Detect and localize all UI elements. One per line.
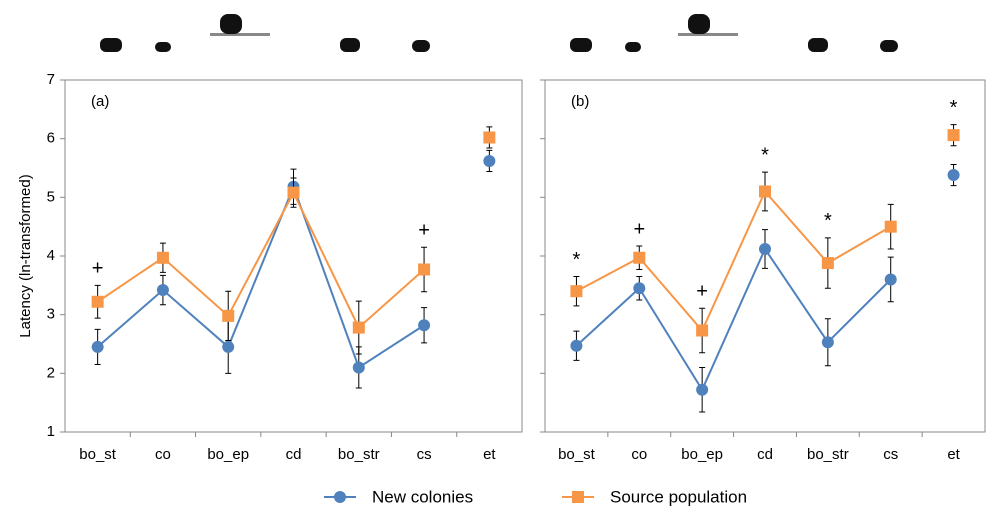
annotation: * [950,97,958,119]
chart: Latency (ln-transformed) 1 2 3 4 5 6 7 bo_st co b… [0,0,993,514]
y-tick-label: 3 [47,306,55,323]
x-tick-label: co [631,446,647,463]
icon [412,40,430,52]
y-tick-label: 4 [47,247,55,264]
y-tick-label: 6 [47,130,55,147]
icon [625,42,641,52]
marker [633,282,645,294]
y-tick-label: 7 [47,71,55,88]
icon [880,40,898,52]
plot-frame [65,80,522,432]
marker [948,169,960,181]
y-axis-label: Latency (ln-transformed) [17,174,34,337]
icon [678,33,738,36]
marker [696,325,708,337]
panel-label: (b) [571,93,589,110]
x-tick-label: cd [286,446,302,463]
icon [155,42,171,52]
marker [948,129,960,141]
marker [157,284,169,296]
annotation: * [761,144,769,166]
marker [822,257,834,269]
series-line [576,191,890,330]
annotation: + [418,219,430,241]
annotation: * [824,210,832,232]
icon [808,38,828,52]
marker [418,263,430,275]
annotation: + [92,258,104,280]
annotation: + [696,280,708,302]
marker [885,273,897,285]
x-tick-label: bo_st [79,446,117,463]
marker [483,131,495,143]
icon [220,14,242,34]
legend-marker [334,491,346,503]
series-line [98,193,424,328]
x-tick-label: bo_ep [207,446,249,463]
x-tick-label: cs [417,446,432,463]
marker [92,341,104,353]
marker [157,252,169,264]
marker [288,187,300,199]
icons [100,14,898,52]
icon [688,14,710,34]
marker [418,319,430,331]
x-tick-label: co [155,446,171,463]
marker [353,361,365,373]
marker [759,185,771,197]
x-tick-label: cs [883,446,898,463]
x-tick-label: bo_ep [681,446,723,463]
x-tick-label: et [947,446,960,463]
legend-label: Source population [610,487,747,506]
marker [483,155,495,167]
icon [340,38,360,52]
marker [222,310,234,322]
icon [570,38,592,52]
icon [100,38,122,52]
marker [570,340,582,352]
series-line [576,249,890,390]
icon [210,33,270,36]
x-tick-label: bo_st [558,446,596,463]
marker [92,296,104,308]
panel-label: (a) [91,93,109,110]
x-tick-label: bo_str [807,446,849,463]
annotation: * [573,249,581,271]
x-tick-label: bo_str [338,446,380,463]
series-line [98,187,424,368]
marker [633,252,645,264]
y-tick-label: 5 [47,188,55,205]
marker [353,322,365,334]
y-tick-label: 1 [47,423,55,440]
x-tick-label: cd [757,446,773,463]
annotation: + [633,218,645,240]
x-tick-label: et [483,446,496,463]
marker [570,285,582,297]
y-tick-label: 2 [47,364,55,381]
marker [696,384,708,396]
marker [822,336,834,348]
marker [222,341,234,353]
legend-label: New colonies [372,487,473,506]
legend-marker [572,491,584,503]
marker [759,243,771,255]
marker [885,221,897,233]
